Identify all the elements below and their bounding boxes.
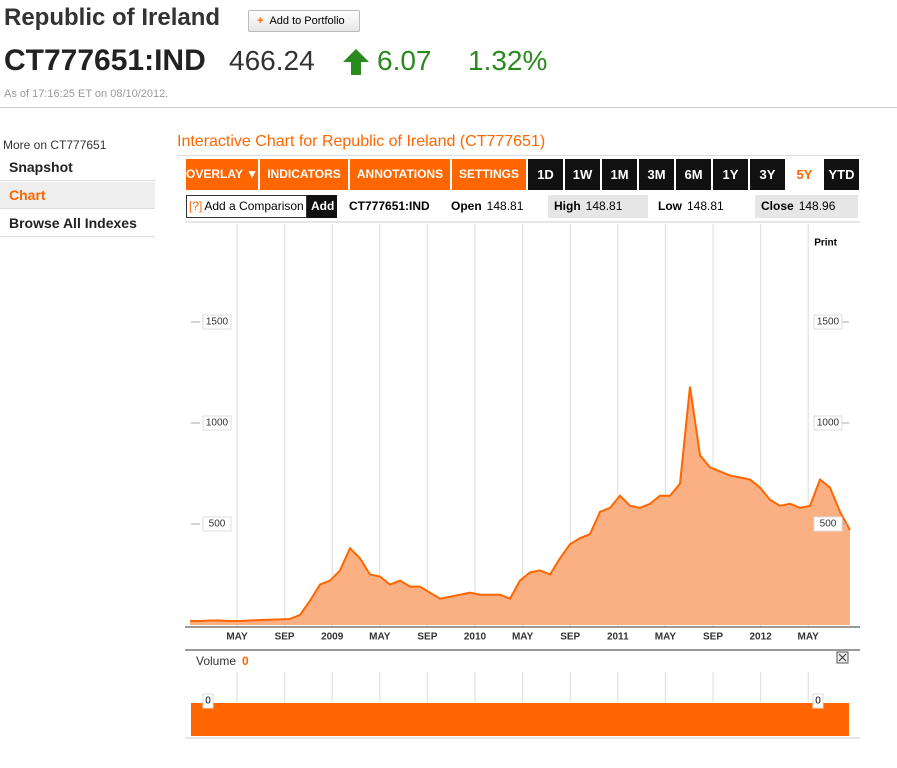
quote-label: Low (658, 199, 682, 213)
range-button[interactable]: 6M (676, 159, 711, 190)
quote-symbol: CT777651:IND (349, 199, 430, 213)
y-label-box (202, 415, 232, 431)
sidebar-link[interactable]: Browse All Indexes (0, 210, 155, 237)
x-tick-label: SEP (417, 632, 437, 643)
quote-value: 148.81 (486, 199, 524, 213)
placeholder: Add a Comparison (204, 199, 304, 213)
y-tick-label: 1000 (817, 418, 840, 429)
area-fill (190, 386, 850, 625)
range-button[interactable]: 5Y (787, 159, 822, 190)
quote-label: High (554, 199, 581, 213)
sidebar-link[interactable]: Snapshot (0, 154, 155, 181)
price: 466.24 (229, 45, 315, 76)
volume-label: Volume (196, 654, 236, 668)
y-label-box (202, 314, 232, 330)
quote-field: Close 148.96 (755, 195, 858, 218)
divider (177, 155, 860, 156)
quote-label: Open (451, 199, 482, 213)
quote-value: 148.96 (798, 199, 836, 213)
quote-value: 148.81 (687, 199, 724, 213)
vol-label-box (812, 693, 824, 709)
x-tick-label: MAY (369, 632, 391, 643)
help-icon[interactable]: [?] (189, 199, 203, 213)
y-tick-label: 500 (209, 519, 226, 530)
add-button[interactable]: Add (307, 195, 337, 218)
menu-button[interactable]: INDICATORS ▼ (260, 159, 348, 212)
menu-button[interactable]: SETTINGS ▼ (452, 159, 526, 212)
line (190, 386, 851, 622)
x-tick-label: 2010 (464, 632, 487, 643)
x-tick-label: MAY (512, 632, 534, 643)
print-link[interactable]: Print (814, 238, 837, 249)
change-pct: 1.32% (468, 45, 548, 76)
x-tick-label: 2012 (749, 632, 772, 643)
y-tick-label: 1500 (817, 317, 840, 328)
x-tick-label: SEP (560, 632, 580, 643)
range-button[interactable]: 1W (565, 159, 600, 190)
range-button[interactable]: 3Y (750, 159, 785, 190)
x-tick-label: MAY (655, 632, 677, 643)
x-tick-label: SEP (703, 632, 723, 643)
x-tick-label: 2009 (321, 632, 344, 643)
range-button[interactable]: 3M (639, 159, 674, 190)
y-label-box (813, 516, 843, 532)
quote-field: High 148.81 (548, 195, 648, 218)
x-tick-label: MAY (798, 632, 820, 643)
menu-button[interactable]: ANNOTATIONS ▼ (350, 159, 450, 212)
change: 6.07 (377, 45, 432, 76)
volume-bar (191, 703, 849, 736)
range-button[interactable]: 1D (528, 159, 563, 190)
symbol: CT777651:IND (4, 44, 206, 77)
timestamp: As of 17:16:25 ET on 08/10/2012. (4, 88, 169, 100)
x-tick-label: MAY (226, 632, 248, 643)
y-tick-label: 1500 (206, 317, 229, 328)
menu-button[interactable]: OVERLAY ▼ (186, 159, 258, 190)
page-title: Republic of Ireland (4, 4, 221, 31)
quote-field: Low 148.81 (652, 195, 752, 218)
sidebar-link[interactable]: Chart (0, 182, 155, 209)
y-label-box (202, 516, 232, 532)
range-button[interactable]: 1M (602, 159, 637, 190)
up-arrow (343, 49, 369, 75)
close-panel (836, 651, 849, 664)
x-tick-label: 2011 (607, 632, 629, 643)
sidebar-heading: More on CT777651 (3, 138, 107, 152)
volume-value: 0 (242, 654, 249, 668)
quote-value: 148.81 (585, 199, 623, 213)
button-label: Add to Portfolio (269, 15, 345, 27)
range-button[interactable]: 1Y (713, 159, 748, 190)
volume-axis-label: 0 (205, 696, 211, 707)
close-icon (838, 653, 847, 662)
volume-axis-label: 0 (815, 696, 821, 707)
quote-field: Open 148.81 (445, 195, 545, 218)
range-button[interactable]: YTD (824, 159, 859, 190)
y-label-box (813, 415, 843, 431)
comparison-input[interactable]: [?] Add a Comparison (186, 195, 307, 218)
y-tick-label: 1000 (206, 418, 229, 429)
add-portfolio-button[interactable]: + Add to Portfolio (248, 10, 360, 32)
chart-title: Interactive Chart for Republic of Irelan… (177, 133, 546, 150)
divider (0, 107, 897, 108)
vol-label-box (202, 693, 214, 709)
quote-label: Close (761, 199, 794, 213)
y-tick-label: 500 (820, 519, 837, 530)
x-tick-label: SEP (275, 632, 295, 643)
y-label-box (813, 314, 843, 330)
